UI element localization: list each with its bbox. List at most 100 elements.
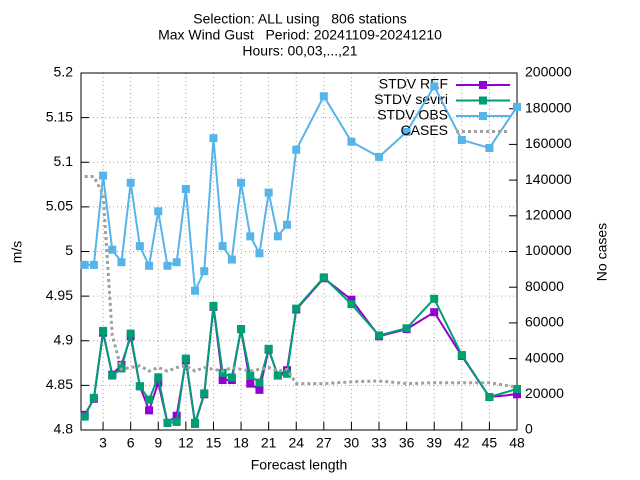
marker xyxy=(255,249,264,258)
y-tick-label: 5.05 xyxy=(46,198,73,214)
legend-label: STDV OBS xyxy=(377,107,448,123)
y2-tick-label: 20000 xyxy=(525,385,564,401)
x-tick-label: 3 xyxy=(99,435,107,451)
marker xyxy=(375,152,384,161)
marker xyxy=(319,273,328,282)
marker xyxy=(430,82,439,91)
marker xyxy=(430,294,439,303)
marker xyxy=(273,371,282,380)
x-tick-label: 27 xyxy=(316,435,332,451)
marker xyxy=(457,351,466,360)
marker xyxy=(172,258,181,267)
y2-tick-label: 160000 xyxy=(525,135,572,151)
marker xyxy=(135,382,144,391)
marker xyxy=(283,220,292,229)
marker xyxy=(255,385,264,394)
marker xyxy=(402,324,411,333)
chart-title: Hours: 00,03,...,21 xyxy=(242,43,357,59)
chart-title: Max Wind Gust Period: 20241109-20241210 xyxy=(158,27,442,43)
y2-tick-label: 60000 xyxy=(525,314,564,330)
x-tick-label: 24 xyxy=(288,435,304,451)
marker xyxy=(80,412,89,421)
marker xyxy=(375,331,384,340)
chart-title: Selection: ALL using 806 stations xyxy=(193,11,407,27)
y2-tick-label: 200000 xyxy=(525,64,572,80)
marker xyxy=(99,326,108,335)
x-tick-label: 39 xyxy=(426,435,442,451)
y-tick-label: 4.9 xyxy=(54,331,74,347)
marker xyxy=(145,261,154,270)
marker xyxy=(135,242,144,251)
y-axis-label: m/s xyxy=(9,241,25,264)
marker xyxy=(246,379,255,388)
marker xyxy=(237,178,246,187)
marker xyxy=(218,368,227,377)
x-tick-label: 18 xyxy=(233,435,249,451)
marker xyxy=(430,308,439,317)
x-axis-label: Forecast length xyxy=(251,457,348,473)
marker xyxy=(181,354,190,363)
legend-marker xyxy=(479,81,487,89)
marker xyxy=(209,301,218,310)
marker xyxy=(246,371,255,380)
series-line xyxy=(83,275,518,424)
series-line xyxy=(84,175,518,389)
marker xyxy=(108,245,117,254)
legend-marker xyxy=(479,112,487,120)
marker xyxy=(89,260,98,269)
marker xyxy=(154,373,163,382)
marker xyxy=(191,418,200,427)
marker xyxy=(80,260,89,269)
marker xyxy=(145,395,154,404)
marker xyxy=(402,127,411,136)
legend-label: CASES xyxy=(401,122,448,138)
marker xyxy=(457,135,466,144)
marker xyxy=(172,417,181,426)
y-tick-label: 4.8 xyxy=(54,421,74,437)
x-tick-label: 33 xyxy=(371,435,387,451)
x-tick-label: 36 xyxy=(399,435,415,451)
marker xyxy=(227,255,236,264)
marker xyxy=(319,92,328,101)
y-tick-label: 5.2 xyxy=(54,64,74,80)
y-tick-label: 5.1 xyxy=(54,153,74,169)
plot-border xyxy=(80,72,518,431)
marker xyxy=(200,389,209,398)
y-tick-label: 5.15 xyxy=(46,108,73,124)
series-line xyxy=(84,84,518,295)
marker xyxy=(126,178,135,187)
y2-tick-label: 100000 xyxy=(525,242,572,258)
marker xyxy=(99,171,108,180)
marker xyxy=(283,369,292,378)
marker xyxy=(218,376,227,385)
y-tick-label: 4.85 xyxy=(46,376,73,392)
marker xyxy=(218,242,227,251)
marker xyxy=(347,295,356,304)
legend-marker xyxy=(479,96,487,105)
y2-tick-label: 40000 xyxy=(525,349,564,365)
x-tick-label: 15 xyxy=(206,435,222,451)
marker xyxy=(117,258,126,267)
marker xyxy=(485,392,494,401)
y2-tick-label: 140000 xyxy=(525,171,572,187)
marker xyxy=(347,300,356,309)
marker xyxy=(264,344,273,353)
marker xyxy=(255,378,264,387)
marker xyxy=(264,188,273,197)
marker xyxy=(292,145,301,154)
marker xyxy=(273,232,282,241)
marker xyxy=(513,102,521,111)
marker xyxy=(292,304,301,313)
y-tick-label: 5 xyxy=(65,242,73,258)
marker xyxy=(200,267,209,276)
x-tick-label: 6 xyxy=(127,435,135,451)
marker xyxy=(513,390,521,399)
y-tick-label: 4.95 xyxy=(46,287,73,303)
y2-tick-label: 0 xyxy=(525,421,533,437)
y2-tick-label: 120000 xyxy=(525,207,572,223)
x-tick-label: 42 xyxy=(454,435,470,451)
x-tick-label: 30 xyxy=(344,435,360,451)
y2-axis-label: No cases xyxy=(594,223,610,281)
marker xyxy=(126,329,135,338)
